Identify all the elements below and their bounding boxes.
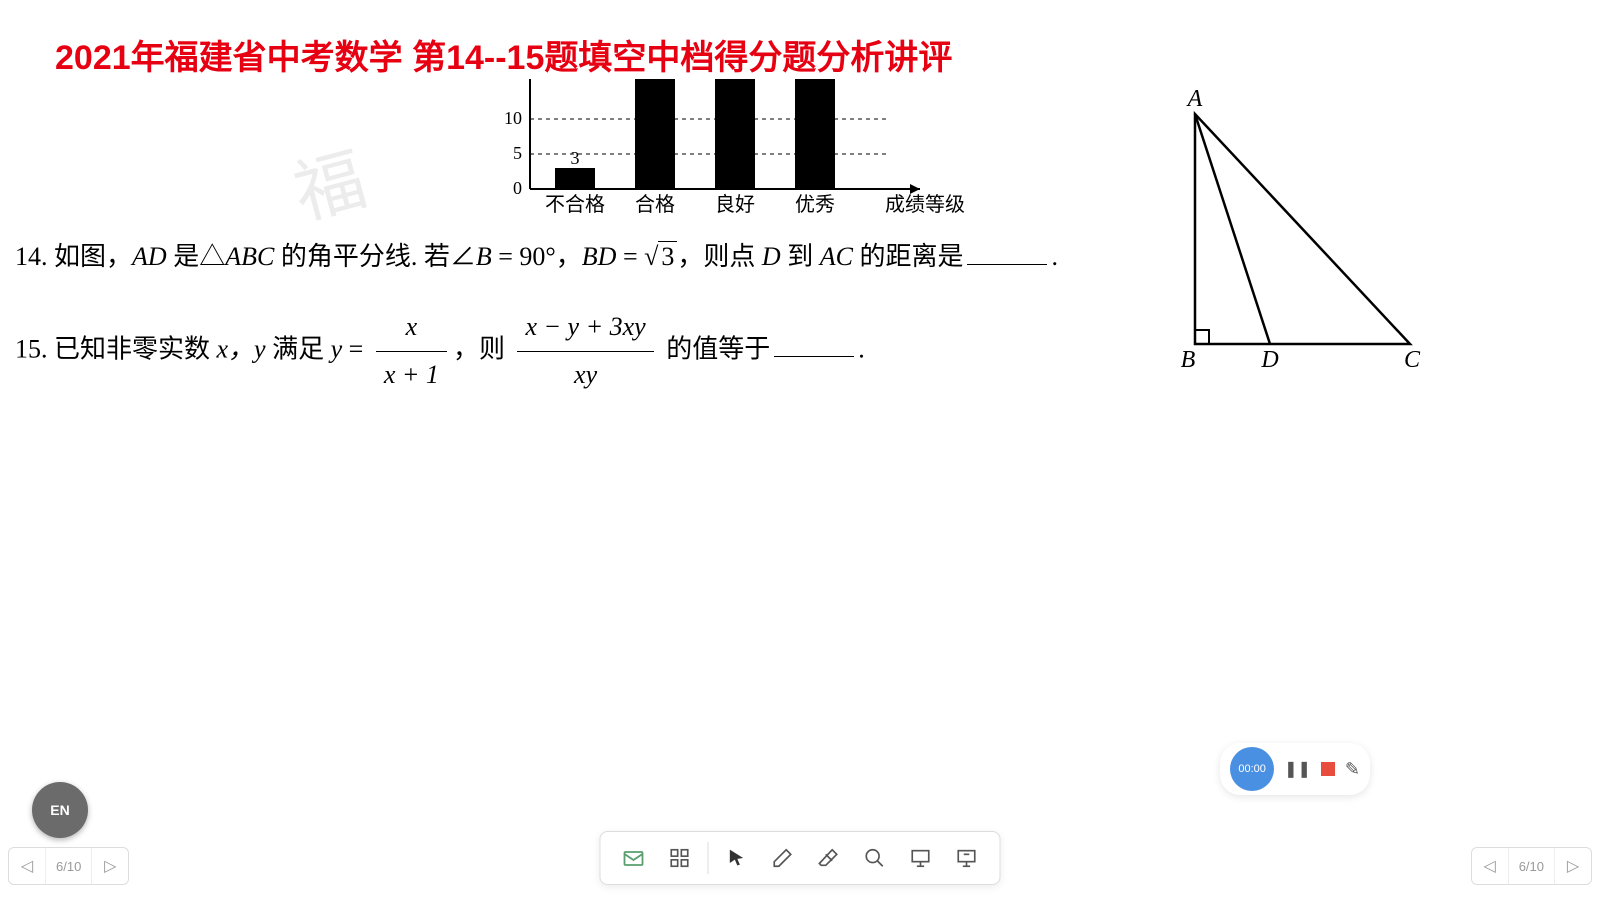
language-indicator[interactable]: EN bbox=[32, 782, 88, 838]
p14-num: 14. bbox=[15, 242, 48, 271]
bar-4 bbox=[795, 79, 835, 189]
page-title: 2021年福建省中考数学 第14--15题填空中档得分题分析讲评 bbox=[0, 0, 1600, 79]
pencil-icon[interactable] bbox=[763, 838, 803, 878]
pen-icon[interactable]: ✎ bbox=[1345, 759, 1360, 780]
frac-2: x − y + 3xyxy bbox=[517, 304, 653, 399]
ytick-10: 10 bbox=[504, 108, 522, 128]
cursor-icon[interactable] bbox=[717, 838, 757, 878]
bar-1 bbox=[555, 168, 595, 189]
pause-icon[interactable]: ❚❚ bbox=[1284, 759, 1311, 779]
blank-15[interactable] bbox=[774, 356, 854, 357]
page-indicator-right: 6/10 bbox=[1508, 848, 1555, 884]
recording-time: 00:00 bbox=[1230, 747, 1274, 791]
next-slide-button[interactable]: ▷ bbox=[92, 848, 128, 884]
ytick-0: 0 bbox=[513, 178, 522, 198]
mail-icon[interactable] bbox=[614, 838, 654, 878]
vertex-a: A bbox=[1186, 86, 1203, 112]
bar-1-label: 3 bbox=[571, 148, 580, 168]
cat-2: 合格 bbox=[635, 193, 675, 216]
prev-slide-button-2[interactable]: ◁ bbox=[1472, 848, 1508, 884]
bar-3 bbox=[715, 79, 755, 189]
triangle-figure: A B D C bbox=[1170, 84, 1430, 374]
grid-icon[interactable] bbox=[660, 838, 700, 878]
frac-1: xx + 1 bbox=[376, 304, 447, 399]
recording-toolbar: 00:00 ❚❚ ✎ bbox=[1220, 743, 1370, 795]
zoom-icon[interactable] bbox=[855, 838, 895, 878]
next-slide-button-2[interactable]: ▷ bbox=[1555, 848, 1591, 884]
stop-icon[interactable] bbox=[1321, 762, 1335, 776]
bottom-toolbar bbox=[600, 831, 1001, 885]
problem-14: 14. 如图，AD 是△ABC 的角平分线. 若∠B = 90°，BD = 3，… bbox=[15, 234, 1065, 281]
page-indicator-left: 6/10 bbox=[45, 848, 92, 884]
sqrt-3: 3 bbox=[644, 234, 677, 281]
prev-slide-button[interactable]: ◁ bbox=[9, 848, 45, 884]
vertex-b: B bbox=[1181, 347, 1196, 373]
present-icon[interactable] bbox=[901, 838, 941, 878]
nav-left: ◁ 6/10 ▷ bbox=[8, 847, 129, 885]
cat-3: 良好 bbox=[715, 193, 755, 216]
nav-right: ◁ 6/10 ▷ bbox=[1471, 847, 1592, 885]
blank-14[interactable] bbox=[967, 264, 1047, 265]
screen-icon[interactable] bbox=[947, 838, 987, 878]
bar-chart: 0 5 10 3 不合格 合格 良好 优秀 成绩等级 bbox=[490, 79, 970, 219]
content-area: 福 0 5 10 3 不合格 合格 良好 优秀 成绩等级 14. 如图，AD 是… bbox=[0, 79, 1600, 109]
ytick-5: 5 bbox=[513, 143, 522, 163]
cat-1: 不合格 bbox=[545, 193, 605, 216]
eraser-icon[interactable] bbox=[809, 838, 849, 878]
axis-label: 成绩等级 bbox=[885, 193, 965, 216]
bar-2 bbox=[635, 79, 675, 189]
p15-num: 15. bbox=[15, 334, 48, 363]
cat-4: 优秀 bbox=[795, 193, 835, 216]
vertex-d: D bbox=[1260, 347, 1278, 373]
vertex-c: C bbox=[1404, 347, 1421, 373]
problem-15: 15. 已知非零实数 x，y 满足 y = xx + 1，则 x − y + 3… bbox=[15, 304, 915, 399]
